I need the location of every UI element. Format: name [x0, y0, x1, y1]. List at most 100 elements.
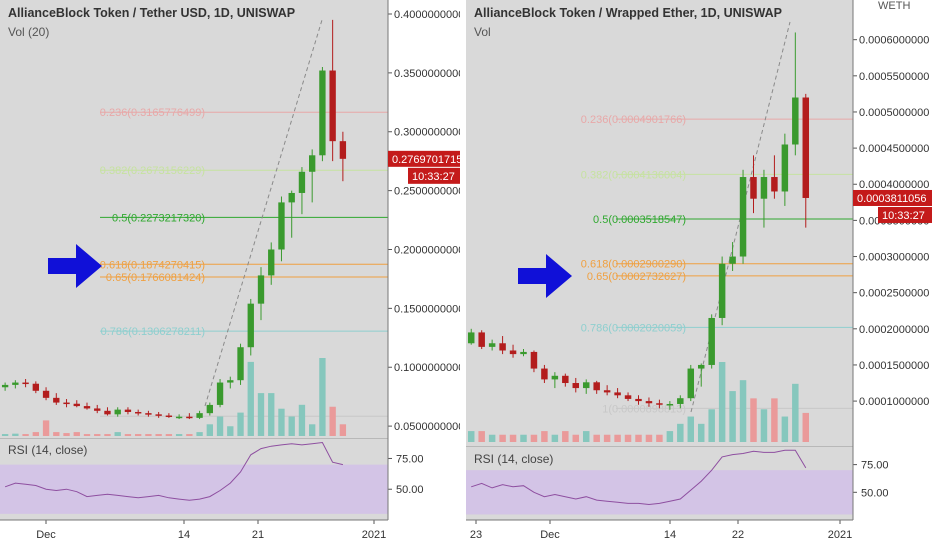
candle-body	[257, 275, 265, 304]
panel-divider	[460, 0, 466, 550]
price-axis-label: 0.0005000000	[859, 107, 929, 119]
volume-bar	[551, 434, 559, 442]
candle-body	[135, 411, 142, 414]
volume-bar	[760, 409, 768, 442]
candle-body	[551, 375, 559, 380]
chart-canvas-left[interactable]: 0.236(0.3165776499) 0.382(0.2673156229) 0.…	[0, 0, 460, 550]
time-axis-label: 14	[664, 529, 676, 541]
candle-body	[175, 416, 183, 419]
volume-bar	[572, 434, 580, 442]
volume-bar	[530, 434, 538, 442]
candle-body	[165, 415, 173, 418]
volume-bar	[614, 434, 621, 442]
candle-body	[268, 249, 275, 276]
candle-body	[488, 343, 496, 347]
candle-body	[186, 416, 193, 419]
candle-body	[593, 382, 600, 391]
volume-bar	[488, 434, 496, 442]
last-price-tag	[853, 189, 932, 206]
chart-title-right: AllianceBlock Token / Wrapped Ether, 1D,…	[474, 6, 782, 20]
countdown-label: 10:33:27	[882, 210, 925, 222]
price-axis-label: 0.0005500000	[859, 71, 929, 83]
chart-panel-right[interactable]: 0.236(0.0004901766) 0.382(0.0004136004) 0.…	[466, 0, 932, 550]
volume-bar	[196, 432, 203, 436]
rsi-label-right: RSI (14, close)	[474, 452, 554, 466]
candle-body	[32, 383, 39, 391]
price-axis-label: 0.0001500000	[859, 360, 929, 372]
fib-level-label: 0.65(0.1766081424)	[106, 272, 205, 284]
volume-bar	[624, 434, 632, 442]
right-arrow-icon	[48, 244, 102, 288]
rsi-axis-label: 75.00	[861, 460, 889, 472]
volume-bar	[298, 404, 306, 436]
candle-body	[729, 256, 736, 264]
price-axis-label: 0.3500000000	[394, 68, 460, 80]
countdown-tag	[408, 167, 460, 184]
rsi-label-left: RSI (14, close)	[8, 443, 88, 457]
candle-body	[656, 403, 663, 405]
volume-bar	[562, 431, 569, 442]
time-axis-label: 22	[732, 529, 744, 541]
volume-bar	[42, 420, 50, 436]
candle-body	[666, 403, 674, 406]
candle-body	[697, 364, 705, 369]
candle-body	[309, 155, 316, 172]
candle-body	[635, 398, 642, 402]
fib-level-label: 0.382(0.0004136004)	[581, 169, 686, 181]
volume-bar	[708, 409, 715, 442]
candle-body	[196, 413, 203, 418]
price-axis-label: 0.2500000000	[394, 186, 460, 198]
fib-level-label: 0.236(0.0004901766)	[581, 114, 686, 126]
candle-body	[750, 177, 757, 199]
volume-bar	[114, 432, 121, 436]
volume-bar	[329, 406, 336, 436]
candle-body	[298, 171, 306, 193]
candle-body	[562, 375, 569, 384]
time-axis-label: Dec	[540, 529, 560, 541]
volume-bar	[509, 434, 517, 442]
candle-body	[216, 382, 224, 405]
volume-bar	[635, 434, 642, 442]
pane-separator	[0, 438, 388, 439]
time-axis-label: Dec	[36, 529, 56, 541]
rsi-axis-label: 50.00	[861, 487, 889, 499]
volume-bar	[739, 380, 747, 442]
candle-body	[124, 409, 132, 412]
volume-bar	[227, 426, 234, 436]
chart-panel-left[interactable]: 0.236(0.3165776499) 0.382(0.2673156229) 0.…	[0, 0, 460, 550]
candle-body	[53, 397, 60, 403]
volume-bar	[83, 434, 91, 436]
price-axis-label: 0.0002000000	[859, 324, 929, 336]
candle-body	[247, 303, 254, 348]
price-axis-label: 0.0004000000	[859, 179, 929, 191]
fib-level-label: 0.5(0.2273217320)	[112, 212, 205, 224]
fib-level-label: 0.236(0.3165776499)	[100, 107, 205, 119]
candle-body	[42, 390, 50, 398]
candle-body	[1, 384, 9, 388]
volume-bar	[792, 383, 799, 442]
candle-body	[718, 263, 726, 318]
candle-body	[478, 332, 485, 347]
volume-bar	[677, 423, 684, 442]
chart-canvas-right[interactable]: 0.236(0.0004901766) 0.382(0.0004136004) 0.…	[466, 0, 932, 550]
volume-bar	[53, 432, 60, 436]
candle-body	[237, 347, 244, 381]
price-axis-label: 0.0002500000	[859, 288, 929, 300]
volume-bar	[63, 433, 70, 436]
price-axis-label: 0.2000000000	[394, 244, 460, 256]
volume-bar	[288, 416, 295, 436]
volume-bar	[73, 432, 80, 436]
candle-body	[530, 351, 538, 369]
volume-bar	[499, 434, 506, 442]
time-axis-label: 14	[178, 529, 190, 541]
volume-bar	[781, 416, 789, 442]
candle-body	[12, 382, 19, 385]
volume-bar	[257, 393, 265, 436]
volume-bar	[165, 434, 173, 436]
volume-bar	[94, 434, 101, 436]
last-price-label: 0.0003811056	[857, 193, 927, 205]
candle-body	[227, 380, 234, 383]
rsi-line	[4, 441, 344, 501]
volume-bar	[582, 431, 590, 442]
volume-bar	[135, 434, 142, 436]
